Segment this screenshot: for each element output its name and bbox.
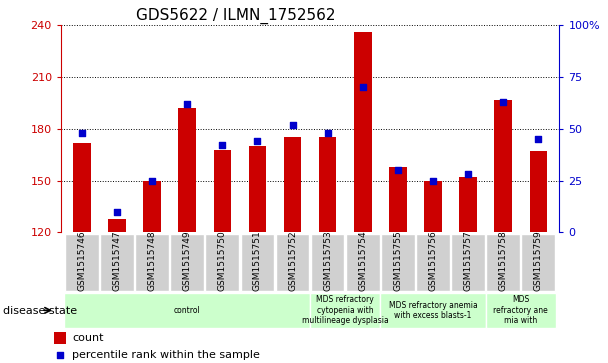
Text: GSM1515759: GSM1515759 (534, 231, 543, 291)
Text: percentile rank within the sample: percentile rank within the sample (72, 350, 260, 360)
Point (218, 143, 227, 148)
FancyBboxPatch shape (451, 233, 485, 291)
FancyBboxPatch shape (310, 293, 380, 328)
FancyBboxPatch shape (416, 233, 450, 291)
Point (499, 99, 508, 105)
Bar (54, 332, 66, 344)
FancyBboxPatch shape (206, 233, 239, 291)
Text: GSM1515749: GSM1515749 (182, 231, 192, 291)
Text: GSM1515746: GSM1515746 (77, 231, 86, 291)
FancyBboxPatch shape (65, 233, 98, 291)
Bar (213, 150, 231, 232)
FancyBboxPatch shape (100, 233, 134, 291)
Point (147, 178, 157, 183)
Text: disease state: disease state (3, 306, 77, 316)
Text: GSM1515748: GSM1515748 (148, 231, 157, 291)
Text: GSM1515756: GSM1515756 (429, 231, 438, 291)
Bar (389, 167, 407, 232)
FancyBboxPatch shape (135, 233, 169, 291)
Text: GSM1515754: GSM1515754 (358, 231, 367, 291)
FancyBboxPatch shape (380, 293, 486, 328)
Text: MDS
refractory ane
mia with: MDS refractory ane mia with (493, 295, 548, 325)
Bar (178, 108, 196, 232)
Bar (354, 32, 371, 232)
Point (288, 122, 297, 128)
Point (428, 178, 438, 183)
Text: control: control (174, 306, 201, 315)
Bar (73, 143, 91, 232)
Bar (319, 138, 336, 232)
Point (77, 130, 87, 136)
FancyBboxPatch shape (170, 233, 204, 291)
Text: GSM1515757: GSM1515757 (463, 231, 472, 291)
Text: MDS refractory anemia
with excess blasts-1: MDS refractory anemia with excess blasts… (389, 301, 477, 320)
FancyBboxPatch shape (311, 233, 345, 291)
FancyBboxPatch shape (381, 233, 415, 291)
FancyBboxPatch shape (275, 233, 309, 291)
Point (463, 171, 473, 177)
Text: count: count (72, 333, 103, 343)
FancyBboxPatch shape (486, 233, 520, 291)
Bar (284, 138, 302, 232)
Text: GSM1515755: GSM1515755 (393, 231, 402, 291)
Point (55, 352, 65, 358)
Bar (249, 146, 266, 232)
Point (393, 167, 402, 173)
Point (182, 101, 192, 107)
Bar (530, 151, 547, 232)
Text: GDS5622 / ILMN_1752562: GDS5622 / ILMN_1752562 (136, 8, 335, 24)
Point (252, 138, 262, 144)
Point (112, 209, 122, 215)
Bar (143, 180, 161, 232)
FancyBboxPatch shape (522, 233, 555, 291)
FancyBboxPatch shape (346, 233, 379, 291)
Bar (494, 99, 512, 232)
Text: GSM1515750: GSM1515750 (218, 231, 227, 291)
FancyBboxPatch shape (241, 233, 274, 291)
FancyBboxPatch shape (64, 293, 310, 328)
Text: MDS refractory
cytopenia with
multilineage dysplasia: MDS refractory cytopenia with multilinea… (302, 295, 389, 325)
Point (323, 130, 333, 136)
Point (358, 85, 368, 90)
Text: GSM1515752: GSM1515752 (288, 231, 297, 291)
FancyBboxPatch shape (486, 293, 556, 328)
Bar (108, 219, 126, 232)
Text: GSM1515747: GSM1515747 (112, 231, 122, 291)
Bar (424, 180, 442, 232)
Text: GSM1515751: GSM1515751 (253, 231, 262, 291)
Text: GSM1515758: GSM1515758 (499, 231, 508, 291)
Text: GSM1515753: GSM1515753 (323, 231, 332, 291)
Point (533, 136, 543, 142)
Bar (459, 177, 477, 232)
